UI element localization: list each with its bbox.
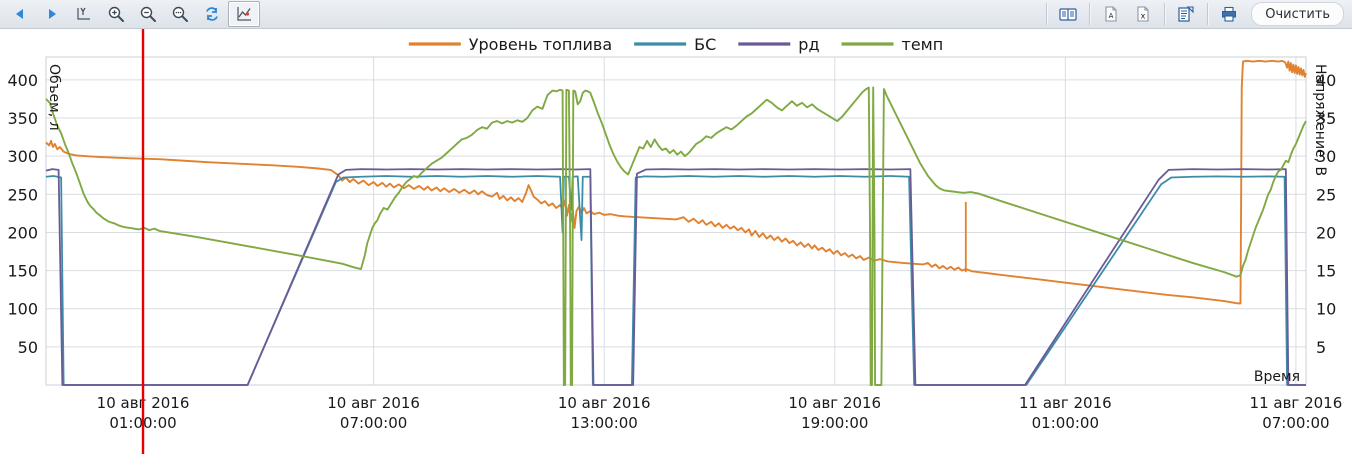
legend-group: Уровень топлива БС рд темп bbox=[408, 35, 944, 54]
y-axis-icon bbox=[77, 7, 90, 20]
toolbar-separator bbox=[1046, 3, 1048, 25]
excel-file-icon: x bbox=[1137, 6, 1149, 22]
y-axis-tick-label-6: 350 bbox=[7, 109, 38, 128]
y2-axis-tick-label-4: 25 bbox=[1316, 185, 1336, 204]
y2-axis-tick-label-6: 35 bbox=[1316, 109, 1336, 128]
toolbar-separator bbox=[1207, 3, 1209, 25]
y2-axis-tick-label-5: 30 bbox=[1316, 147, 1336, 166]
y-axis-tick-label-0: 50 bbox=[18, 338, 38, 357]
legend-label-3: рд bbox=[798, 35, 819, 54]
printer-icon bbox=[1222, 6, 1237, 22]
triangle-left-icon bbox=[16, 9, 23, 19]
y-axis-tick-label-4: 250 bbox=[7, 185, 38, 204]
x-axis-date-label-5: 11 авг 2016 bbox=[1250, 394, 1343, 412]
legend-label-2: БС bbox=[694, 35, 716, 54]
toolbar-left-group bbox=[0, 1, 260, 27]
export-doc-button[interactable] bbox=[1170, 1, 1202, 27]
chart-view-button[interactable] bbox=[228, 1, 260, 27]
y2-axis-title: Напряжение, В bbox=[1312, 64, 1328, 176]
x-axis-time-label-1: 07:00:00 bbox=[340, 414, 407, 432]
zoom-out-button[interactable] bbox=[132, 1, 164, 27]
next-button[interactable] bbox=[36, 1, 68, 27]
grid-group bbox=[45, 56, 1307, 386]
y-axis-tick-label-5: 300 bbox=[7, 147, 38, 166]
report-button[interactable] bbox=[1052, 1, 1084, 27]
zoom-out-icon bbox=[140, 6, 156, 22]
prev-button[interactable] bbox=[4, 1, 36, 27]
y-axis-tick-label-2: 150 bbox=[7, 262, 38, 281]
legend-label-4: темп bbox=[902, 35, 944, 54]
zoom-reset-icon bbox=[172, 6, 188, 22]
y2-axis-tick-label-1: 10 bbox=[1316, 300, 1336, 319]
toolbar-separator bbox=[1164, 3, 1166, 25]
series-line-3 bbox=[45, 168, 1306, 386]
x-axis-time-label-3: 19:00:00 bbox=[801, 414, 868, 432]
y-axis-tick-label-3: 200 bbox=[7, 223, 38, 242]
svg-text:A: A bbox=[1109, 12, 1114, 20]
x-axis-time-label-5: 07:00:00 bbox=[1262, 414, 1329, 432]
x-axis-date-label-3: 10 авг 2016 bbox=[788, 394, 881, 412]
y2-axis-tick-label-3: 20 bbox=[1316, 223, 1336, 242]
print-button[interactable] bbox=[1213, 1, 1245, 27]
y2-axis-tick-label-7: 40 bbox=[1316, 71, 1336, 90]
chart-svg[interactable]: Уровень топлива БС рд темп 50 100 150 200 250 30… bbox=[0, 29, 1352, 454]
triangle-right-icon bbox=[49, 9, 56, 19]
legend-label-1: Уровень топлива bbox=[469, 35, 612, 54]
y2-axis-tick-label-0: 5 bbox=[1316, 338, 1326, 357]
toolbar-separator bbox=[1089, 3, 1091, 25]
x-axis-time-label-2: 13:00:00 bbox=[570, 414, 637, 432]
refresh-button[interactable] bbox=[196, 1, 228, 27]
y-axis-button[interactable] bbox=[68, 1, 100, 27]
chart-container[interactable]: Уровень топлива БС рд темп 50 100 150 200 250 30… bbox=[0, 29, 1352, 454]
zoom-in-button[interactable] bbox=[100, 1, 132, 27]
toolbar-right-group: A x Очистить bbox=[1041, 1, 1352, 27]
svg-text:x: x bbox=[1141, 12, 1146, 21]
y-axis-tick-label-1: 100 bbox=[7, 300, 38, 319]
book-icon bbox=[1059, 8, 1077, 21]
y-axis-tick-label-7: 400 bbox=[7, 71, 38, 90]
export-pdf-button[interactable]: A bbox=[1095, 1, 1127, 27]
series-line-2 bbox=[45, 175, 1306, 386]
refresh-icon bbox=[206, 7, 218, 21]
x-axis-date-label-4: 11 авг 2016 bbox=[1019, 394, 1112, 412]
series-line-4 bbox=[45, 86, 1307, 386]
pdf-file-icon: A bbox=[1105, 6, 1117, 22]
export-excel-button[interactable]: x bbox=[1127, 1, 1159, 27]
clear-button[interactable]: Очистить bbox=[1251, 2, 1344, 26]
x-axis-date-label-1: 10 авг 2016 bbox=[327, 394, 420, 412]
series-line-1 bbox=[45, 59, 1307, 305]
chart-icon bbox=[237, 7, 251, 21]
y2-axis-tick-label-2: 15 bbox=[1316, 262, 1336, 281]
x-axis-date-label-2: 10 авг 2016 bbox=[558, 394, 651, 412]
toolbar: A x Очистить bbox=[0, 0, 1352, 29]
x-axis-time-label-4: 01:00:00 bbox=[1032, 414, 1099, 432]
plot-frame bbox=[45, 56, 1307, 386]
zoom-in-icon bbox=[108, 6, 124, 22]
axis-group: 50 100 150 200 250 300 350 400 5 10 15 20 25 30 35 40 10… bbox=[7, 64, 1342, 432]
zoom-reset-button[interactable] bbox=[164, 1, 196, 27]
y-axis-title: Объем, л bbox=[46, 64, 62, 131]
document-export-icon bbox=[1178, 6, 1194, 22]
series-group bbox=[45, 59, 1307, 386]
x-axis-title: Время bbox=[1254, 369, 1300, 385]
